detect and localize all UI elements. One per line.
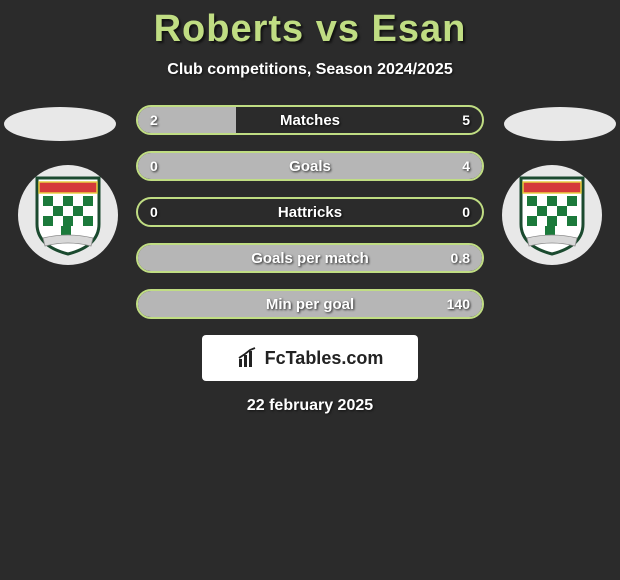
stat-bars: Matches25Goals04Hattricks00Goals per mat… (136, 105, 484, 319)
date-label: 22 february 2025 (0, 397, 620, 415)
source-logo: FcTables.com (202, 335, 418, 381)
player-photo-left (4, 107, 116, 141)
bar-chart-icon (237, 347, 259, 369)
player-photo-right (504, 107, 616, 141)
stat-bar-label: Min per goal (138, 291, 482, 317)
stat-value-right: 0.8 (451, 245, 470, 271)
subtitle: Club competitions, Season 2024/2025 (0, 61, 620, 79)
stat-bar: Goals0 4 (136, 151, 484, 181)
stat-bar-label: Goals per match (138, 245, 482, 271)
comparison-content: Matches25Goals04Hattricks00Goals per mat… (0, 105, 620, 415)
shield-icon (33, 174, 103, 256)
club-shield-right (502, 165, 602, 265)
stat-value-right: 4 (462, 153, 470, 179)
stat-value-left: 0 (150, 199, 158, 225)
stat-value-right: 140 (447, 291, 470, 317)
stat-bar: Min per goal140 (136, 289, 484, 319)
stat-value-right: 0 (462, 199, 470, 225)
stat-bar-label: Goals (138, 153, 482, 179)
club-shield-left (18, 165, 118, 265)
stat-bar-label: Hattricks (138, 199, 482, 225)
stat-value-left: 2 (150, 107, 158, 133)
stat-bar-label: Matches (138, 107, 482, 133)
source-logo-text: FcTables.com (265, 348, 384, 369)
stat-bar: Goals per match0.8 (136, 243, 484, 273)
stat-value-left: 0 (150, 153, 158, 179)
stat-bar: Hattricks0 0 (136, 197, 484, 227)
shield-icon (517, 174, 587, 256)
page-title: Roberts vs Esan (0, 0, 620, 51)
stat-value-right: 5 (462, 107, 470, 133)
stat-bar: Matches2 5 (136, 105, 484, 135)
